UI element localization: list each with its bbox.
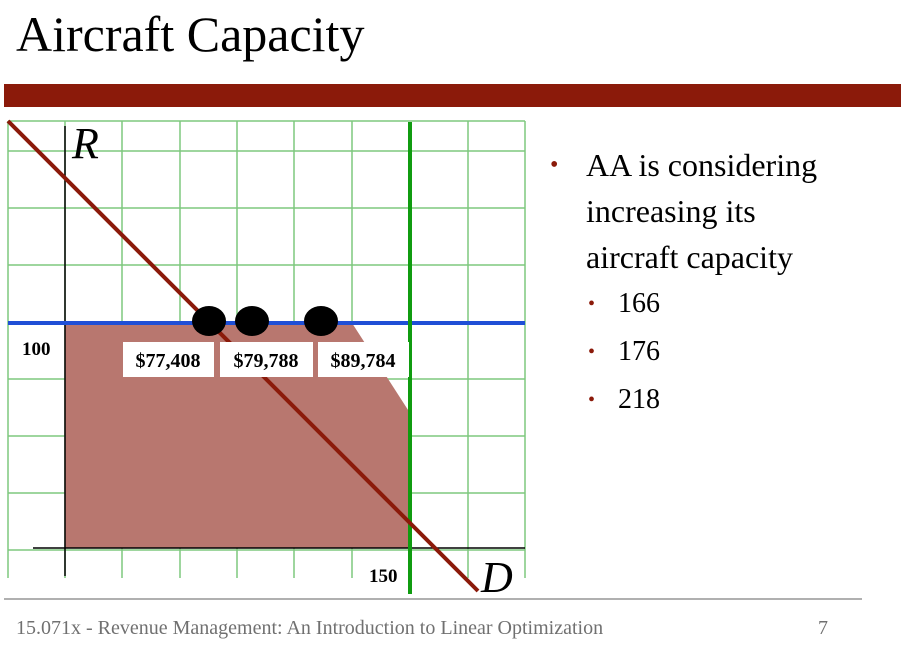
x-tick-label-150: 150 (369, 566, 398, 587)
x-axis-label: D (480, 553, 513, 602)
bullet-dot-icon: • (550, 152, 559, 178)
capacity-point-2 (235, 306, 269, 336)
bullet-main-line-2: increasing its (586, 193, 756, 229)
bullet-main-line-1: AA is considering (586, 147, 818, 183)
capacity-point-3 (304, 306, 338, 336)
bullet-main: • AA is considering increasing its aircr… (548, 142, 898, 280)
slide-title: Aircraft Capacity (16, 6, 365, 62)
y-axis-label: R (71, 119, 99, 168)
sub-bullet-3: • 218 (548, 376, 898, 424)
svg-text:$89,784: $89,784 (331, 350, 396, 372)
footer-divider (4, 598, 862, 600)
sub-bullet-2: • 176 (548, 328, 898, 376)
price-label-3: $89,784 (318, 342, 409, 377)
capacity-chart: $77,408 $79,788 $89,784 100 150 R D (6, 119, 526, 602)
title-bar (4, 84, 901, 107)
price-label-1: $77,408 (123, 342, 214, 377)
sub-bullet-text: 176 (618, 336, 660, 367)
sub-bullet-dot-icon: • (588, 389, 596, 411)
y-tick-label-100: 100 (22, 339, 51, 360)
bullet-list: • AA is considering increasing its aircr… (548, 142, 898, 424)
sub-bullet-text: 166 (618, 288, 660, 319)
capacity-point-1 (192, 306, 226, 336)
page-number: 7 (818, 617, 828, 639)
sub-bullet-1: • 166 (548, 280, 898, 328)
svg-text:$77,408: $77,408 (136, 350, 201, 372)
footer-text: 15.071x - Revenue Management: An Introdu… (16, 617, 604, 639)
feasible-region (65, 323, 410, 548)
bullet-main-line-3: aircraft capacity (586, 239, 793, 275)
svg-text:$79,788: $79,788 (234, 350, 299, 372)
sub-bullet-text: 218 (618, 384, 660, 415)
sub-bullet-dot-icon: • (588, 341, 596, 363)
sub-bullet-dot-icon: • (588, 293, 596, 315)
price-label-2: $79,788 (220, 342, 313, 377)
